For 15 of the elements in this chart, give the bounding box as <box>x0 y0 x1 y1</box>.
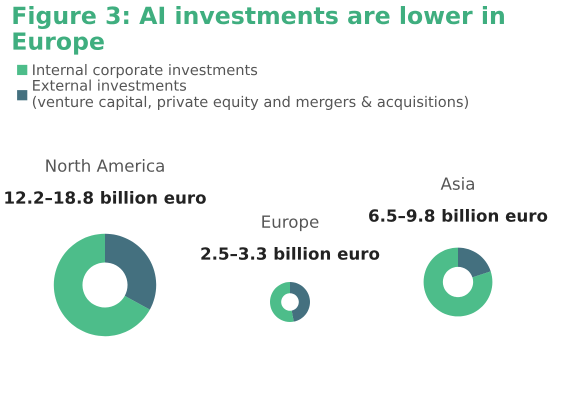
chart-subtitle: 6.5–9.8 billion euro <box>369 208 548 222</box>
text: Figure 3: AI investments are lower in Europe <box>13 6 504 55</box>
chart-title: Europe <box>262 216 318 232</box>
legend-label: External investments (venture capital, private equity and mergers & acquisitions) <box>32 80 468 110</box>
donut-slice <box>105 234 156 310</box>
legend-label: Internal corporate investments <box>33 64 258 78</box>
text: 12.2–18.8 billion euro <box>5 190 206 204</box>
donut-slice <box>54 234 150 336</box>
donut-slice <box>270 282 294 322</box>
chart-title: Asia <box>440 177 474 190</box>
donut-slice <box>424 248 492 316</box>
text: North America <box>46 159 164 172</box>
chart-subtitle: 2.5–3.3 billion euro <box>201 246 380 260</box>
donut-slice <box>458 248 491 278</box>
donut-slice <box>290 282 310 322</box>
